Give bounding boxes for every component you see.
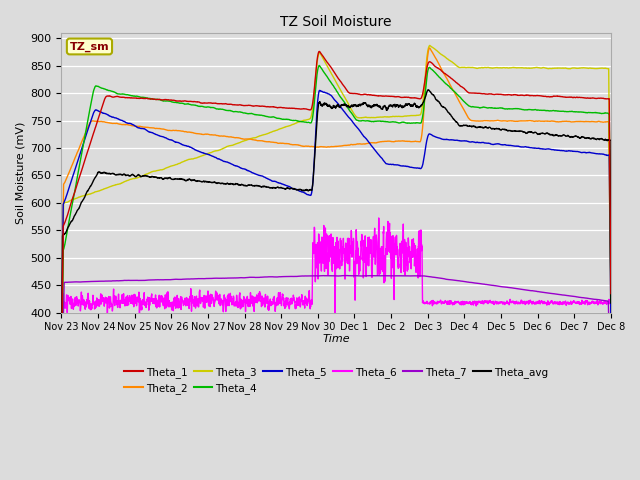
Y-axis label: Soil Moisture (mV): Soil Moisture (mV) [15, 121, 25, 224]
Legend: Theta_1, Theta_2, Theta_3, Theta_4, Theta_5, Theta_6, Theta_7, Theta_avg: Theta_1, Theta_2, Theta_3, Theta_4, Thet… [120, 362, 553, 398]
Text: TZ_sm: TZ_sm [70, 41, 109, 51]
X-axis label: Time: Time [323, 334, 350, 344]
Title: TZ Soil Moisture: TZ Soil Moisture [280, 15, 392, 29]
